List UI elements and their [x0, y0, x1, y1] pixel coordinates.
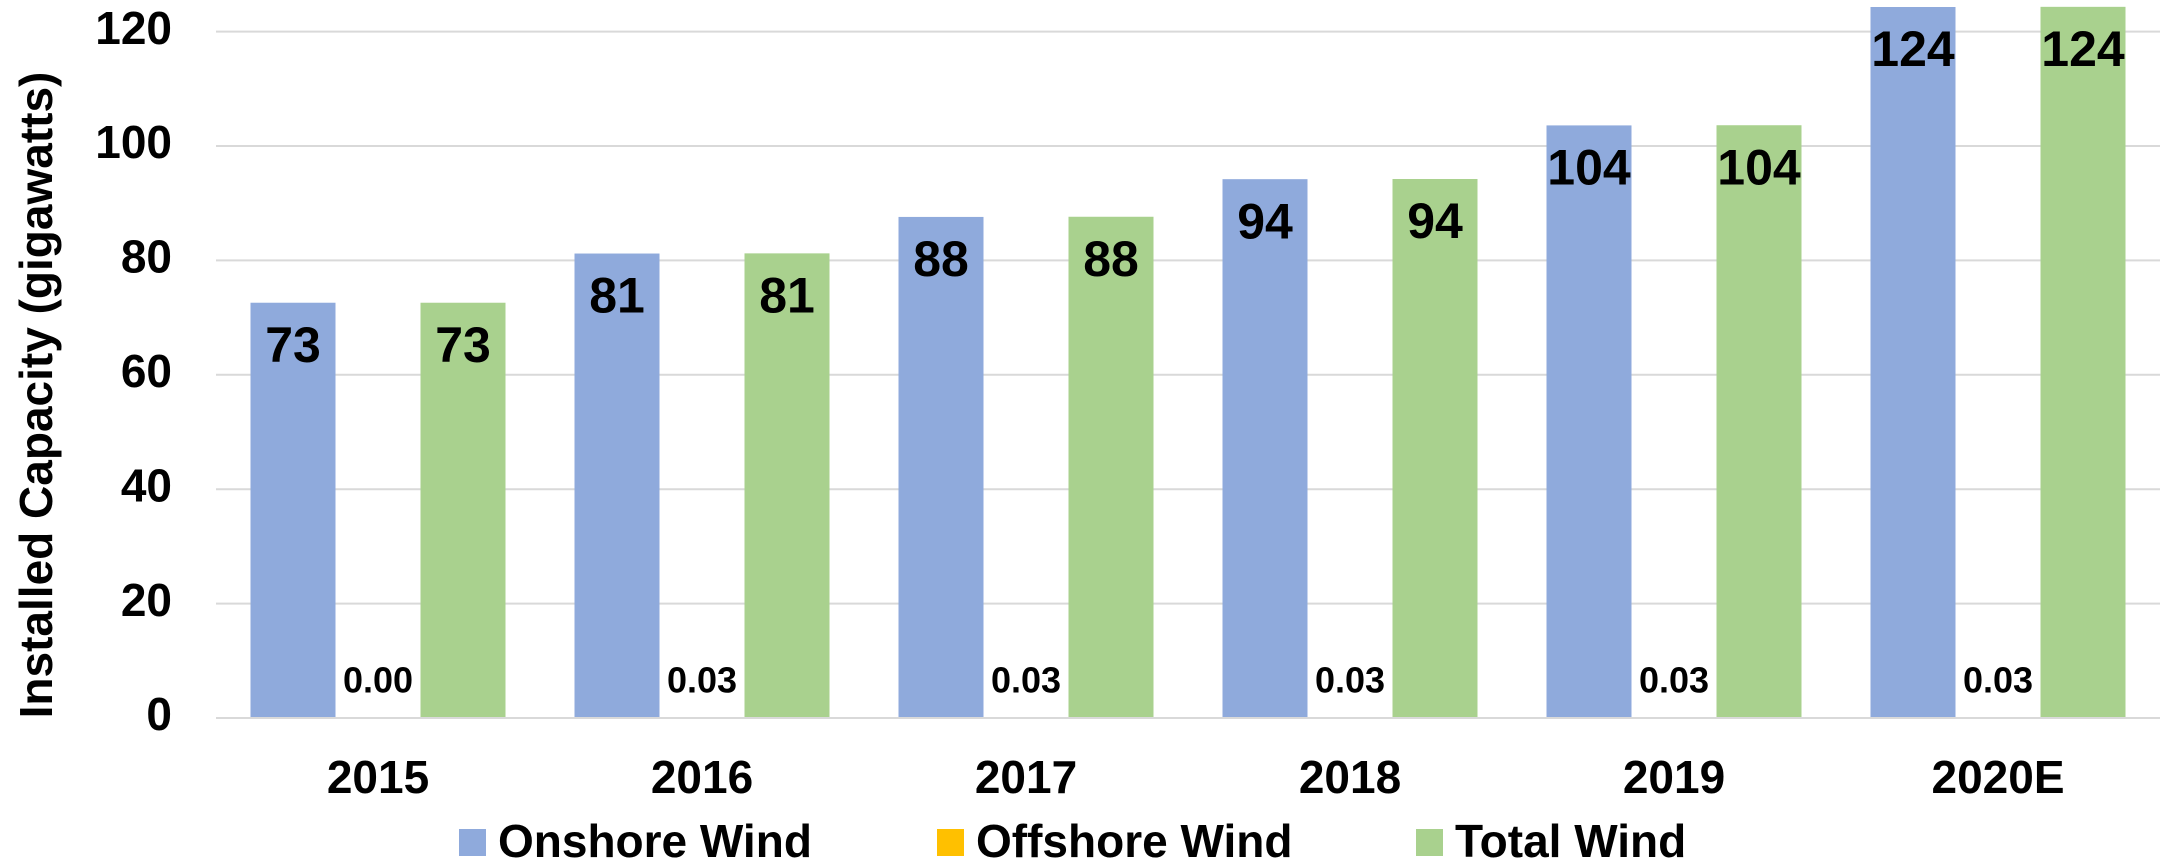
y-tick-label: 80 [121, 231, 172, 283]
data-label: 104 [1547, 140, 1631, 196]
data-label: 0.03 [1639, 660, 1709, 701]
x-tick-label: 2020E [1931, 751, 2064, 803]
y-tick-label: 100 [95, 116, 172, 168]
data-label: 0.03 [1963, 660, 2033, 701]
data-label: 0.03 [1315, 660, 1385, 701]
bar [1546, 125, 1632, 718]
legend-swatch [459, 829, 486, 856]
y-tick-label: 120 [95, 2, 172, 54]
data-label: 88 [1083, 231, 1139, 287]
x-tick-label: 2017 [975, 751, 1077, 803]
legend-swatch [1416, 829, 1443, 856]
data-label: 0.03 [991, 660, 1061, 701]
data-label: 73 [265, 317, 321, 373]
data-label: 94 [1237, 193, 1293, 249]
bar [744, 253, 830, 719]
bar [1068, 216, 1154, 718]
data-label: 124 [2041, 21, 2125, 77]
data-label: 81 [759, 268, 815, 324]
y-tick-label: 20 [121, 574, 172, 626]
bar [1392, 179, 1478, 718]
legend-label: Onshore Wind [498, 815, 812, 866]
x-tick-label: 2018 [1299, 751, 1401, 803]
legend-label: Total Wind [1455, 815, 1686, 866]
data-label: 88 [913, 231, 969, 287]
y-axis-title: Installed Capacity (gigawatts) [10, 72, 62, 719]
bar [574, 253, 660, 718]
x-tick-label: 2015 [327, 751, 429, 803]
data-label: 81 [589, 268, 645, 324]
data-label: 73 [435, 317, 491, 373]
bar [250, 302, 336, 718]
x-tick-label: 2019 [1623, 751, 1725, 803]
y-tick-label: 60 [121, 345, 172, 397]
bar [420, 302, 506, 718]
legend-swatch [937, 829, 964, 856]
bar [1716, 125, 1802, 719]
y-tick-label: 40 [121, 459, 172, 511]
data-label: 0.03 [667, 660, 737, 701]
legend-label: Offshore Wind [976, 815, 1292, 866]
data-label: 124 [1871, 21, 1955, 77]
bar [2040, 6, 2126, 719]
bar [1870, 7, 1956, 718]
bar [898, 216, 984, 719]
y-tick-label: 0 [146, 688, 172, 740]
bar [1222, 179, 1308, 718]
x-tick-label: 2016 [651, 751, 753, 803]
data-label: 104 [1717, 139, 1801, 195]
data-label: 0.00 [343, 660, 413, 701]
data-label: 94 [1407, 193, 1463, 249]
